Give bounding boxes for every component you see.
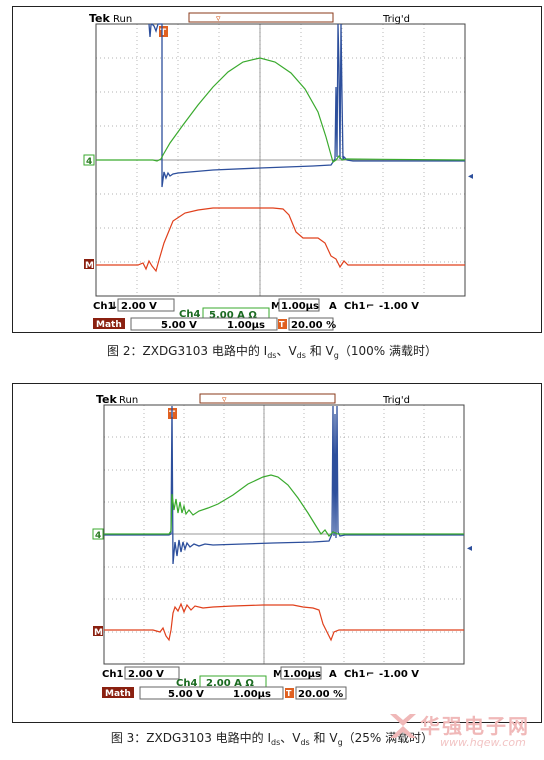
svg-text:T: T — [279, 320, 285, 329]
trig-pos: 20.00 % — [298, 689, 343, 700]
trigger-mode: A — [329, 669, 337, 680]
math-scale-box — [130, 317, 278, 331]
watermark-logo-icon — [390, 714, 416, 738]
trig-pos-box — [295, 686, 347, 700]
svg-text:M: M — [94, 628, 103, 638]
ch1-label: Ch1 — [102, 669, 123, 680]
figure-caption-1: 图 2：ZXDG3103 电路中的 Ids、Vds 和 Vg（100% 满载时） — [107, 344, 437, 360]
timebase-label: M — [271, 301, 281, 312]
site-watermark: 华强电子网 www.hqew.com — [386, 706, 536, 758]
edge-icon: ⌐ — [366, 301, 374, 312]
math-marker — [84, 259, 94, 269]
brand-logo: Tek — [96, 393, 118, 406]
ch4-label: Ch4 — [179, 309, 200, 320]
ch1-scale: 2.00 V — [121, 301, 157, 312]
watermark-text: 华强电子网 — [420, 714, 530, 738]
trigger-marker — [159, 26, 168, 37]
trigger-source: Ch1 — [344, 669, 365, 680]
brand-logo: Tek — [89, 12, 111, 25]
ch4-scale: 2.00 A Ω — [206, 678, 254, 689]
svg-text:4: 4 — [95, 531, 101, 541]
trigger-level: -1.00 V — [379, 669, 419, 680]
math-time: 1.00µs — [233, 689, 271, 700]
trig-pos-marker — [278, 319, 287, 329]
ch1-scale: 2.00 V — [128, 669, 164, 680]
math-waveform — [96, 207, 465, 273]
ch4-scale: 5.00 A Ω — [209, 310, 257, 321]
trigger-source: Ch1 — [344, 301, 365, 312]
math-label: Math — [105, 689, 131, 699]
trigger-level: -1.00 V — [379, 301, 419, 312]
trigger-position-marker: ▿ — [222, 395, 227, 405]
watermark-url: www.hqew.com — [440, 736, 526, 749]
math-marker — [93, 626, 103, 636]
math-waveform — [104, 602, 464, 642]
oscilloscope-screen-1: Tek Run ▿ Trig'd T 4 M ◂ Ch1 ↓ — [83, 12, 473, 331]
svg-text:M: M — [85, 261, 94, 271]
math-label-box — [102, 687, 134, 698]
trig-pos-box — [288, 317, 334, 331]
run-state: Run — [113, 14, 132, 25]
oscilloscope-screen-2: Tek Run ▿ Trig'd T 4 M ◂ Ch1 2.00 V M — [92, 393, 472, 700]
figure-caption-2: 图 3：ZXDG3103 电路中的 Ids、Vds 和 Vg（25% 满载时） — [110, 731, 434, 747]
timebase-value: 1.00µs — [281, 301, 319, 312]
record-bar — [188, 12, 334, 23]
ch1-offscreen-arrow: ◂ — [467, 543, 472, 554]
trig-state: Trig'd — [382, 395, 410, 406]
scope-frame-1: Tek Run ▿ Trig'd T 4 M ◂ Ch1 ↓ — [12, 6, 542, 333]
ch1-label: Ch1 — [93, 301, 114, 312]
ch1-scale-box — [124, 666, 180, 680]
trigger-mode: A — [329, 301, 337, 312]
trigger-position-marker: ▿ — [216, 14, 221, 24]
ch4-marker — [92, 528, 104, 540]
trig-state: Trig'd — [382, 14, 410, 25]
ch4-marker — [83, 154, 95, 166]
ch4-label: Ch4 — [176, 678, 197, 689]
ch1-scale-box — [117, 298, 175, 312]
ch4-waveform — [104, 474, 464, 537]
math-scale-box — [139, 686, 284, 700]
trig-pos: 20.00 % — [291, 320, 336, 331]
timebase-label: M — [273, 669, 283, 680]
ch1-offscreen-arrow: ◂ — [468, 171, 473, 182]
svg-text:T: T — [160, 28, 167, 38]
timebase-value: 1.00µs — [283, 669, 321, 680]
math-scale: 5.00 V — [161, 320, 197, 331]
ch4-waveform — [96, 57, 466, 163]
math-label-box — [93, 318, 125, 329]
svg-text:4: 4 — [86, 157, 92, 167]
ch1-waveform — [148, 23, 465, 188]
svg-text:T: T — [286, 689, 292, 698]
math-time: 1.00µs — [227, 320, 265, 331]
math-scale: 5.00 V — [168, 689, 204, 700]
ch1-waveform — [104, 405, 464, 565]
timebase-box — [280, 666, 322, 680]
edge-icon: ⌐ — [366, 669, 374, 680]
timebase-box — [278, 298, 320, 312]
run-state: Run — [119, 395, 138, 406]
svg-text:↓: ↓ — [110, 301, 118, 312]
scope-frame-2: Tek Run ▿ Trig'd T 4 M ◂ Ch1 2.00 V M — [12, 383, 542, 723]
math-label: Math — [96, 320, 122, 330]
record-bar — [199, 393, 336, 404]
trig-pos-marker — [285, 688, 294, 698]
